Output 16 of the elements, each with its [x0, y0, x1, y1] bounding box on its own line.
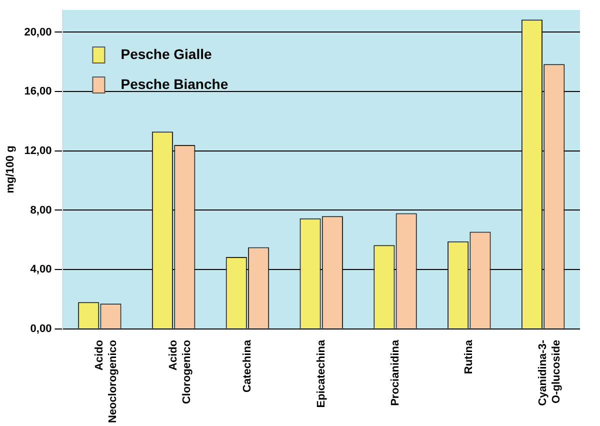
y-tick-label: 16,00 — [24, 86, 52, 98]
legend-label: Pesche Bianche — [120, 76, 228, 92]
y-tick-label: 12,00 — [24, 144, 52, 157]
y-tick-label: 8,00 — [30, 204, 52, 216]
x-tick-label: Catechina — [242, 339, 254, 392]
x-tick-label: Cyanidina-3-O-glucoside — [537, 340, 562, 406]
legend-label: Pesche Gialle — [120, 46, 212, 62]
x-tick-label: Procianidina — [389, 339, 402, 406]
x-tick-label: Acido Neoclorogenico — [94, 340, 119, 423]
y-tick-label: 20,00 — [24, 26, 52, 38]
x-tick-label: Rutina — [463, 339, 476, 374]
y-tick-label: 0,00 — [30, 322, 52, 335]
y-axis-title: mg/100 g — [4, 146, 17, 194]
x-tick-label: Acido Clorogenico — [168, 340, 193, 404]
y-tick-label: 4,00 — [30, 264, 52, 276]
x-tick-label: Epicatechina — [315, 338, 328, 408]
